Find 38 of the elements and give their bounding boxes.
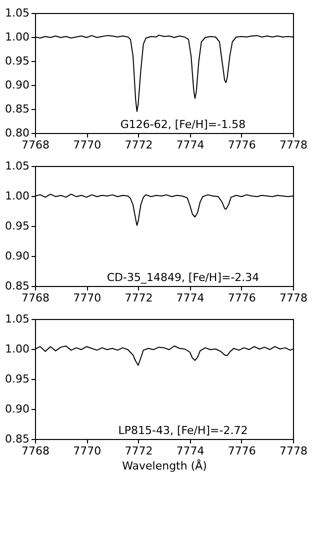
- x-tick-label: 7778: [280, 292, 308, 304]
- y-tick-label: 0.85: [5, 432, 30, 446]
- annotation: LP815-43, [Fe/H]=-2.72: [118, 424, 248, 437]
- y-tick-label: 0.85: [5, 280, 30, 292]
- y-tick-label: 0.90: [5, 78, 30, 92]
- x-tick-label: 7774: [176, 292, 204, 304]
- x-tick-label: 7772: [124, 138, 153, 152]
- y-tick-label: 1.05: [5, 6, 30, 20]
- y-tick-label: 1.00: [5, 30, 30, 44]
- x-axis-title: Wavelength (Å): [122, 458, 207, 472]
- x-tick-label: 7770: [73, 138, 102, 152]
- annotation: G126-62, [Fe/H]=-1.58: [120, 118, 246, 131]
- y-tick-label: 0.95: [5, 54, 30, 68]
- y-tick-label: 0.80: [5, 126, 30, 140]
- x-tick-label: 7774: [176, 138, 204, 152]
- x-tick-label: 7774: [176, 444, 204, 458]
- y-tick-label: 1.00: [5, 190, 30, 202]
- x-tick-label: 7768: [22, 138, 50, 152]
- y-tick-label: 1.00: [5, 342, 30, 356]
- x-tick-label: 7778: [280, 444, 308, 458]
- y-tick-label: 1.05: [5, 312, 30, 326]
- y-tick-label: 0.95: [5, 372, 30, 386]
- y-tick-label: 0.90: [5, 250, 30, 262]
- y-tick-label: 0.85: [5, 102, 30, 116]
- y-tick-label: 1.05: [5, 160, 30, 172]
- y-tick-label: 0.90: [5, 402, 30, 416]
- x-tick-label: 7778: [280, 138, 308, 152]
- x-tick-label: 7768: [22, 292, 50, 304]
- x-tick-label: 7770: [73, 444, 102, 458]
- x-tick-label: 7772: [124, 444, 153, 458]
- x-tick-label: 7776: [228, 138, 256, 152]
- x-tick-label: 7770: [73, 292, 102, 304]
- x-tick-label: 7776: [228, 444, 256, 458]
- x-tick-label: 7768: [22, 444, 50, 458]
- y-tick-label: 0.95: [5, 220, 30, 232]
- x-tick-label: 7772: [124, 292, 153, 304]
- x-tick-label: 7776: [228, 292, 256, 304]
- annotation: CD-35_14849, [Fe/H]=-2.34: [106, 271, 260, 284]
